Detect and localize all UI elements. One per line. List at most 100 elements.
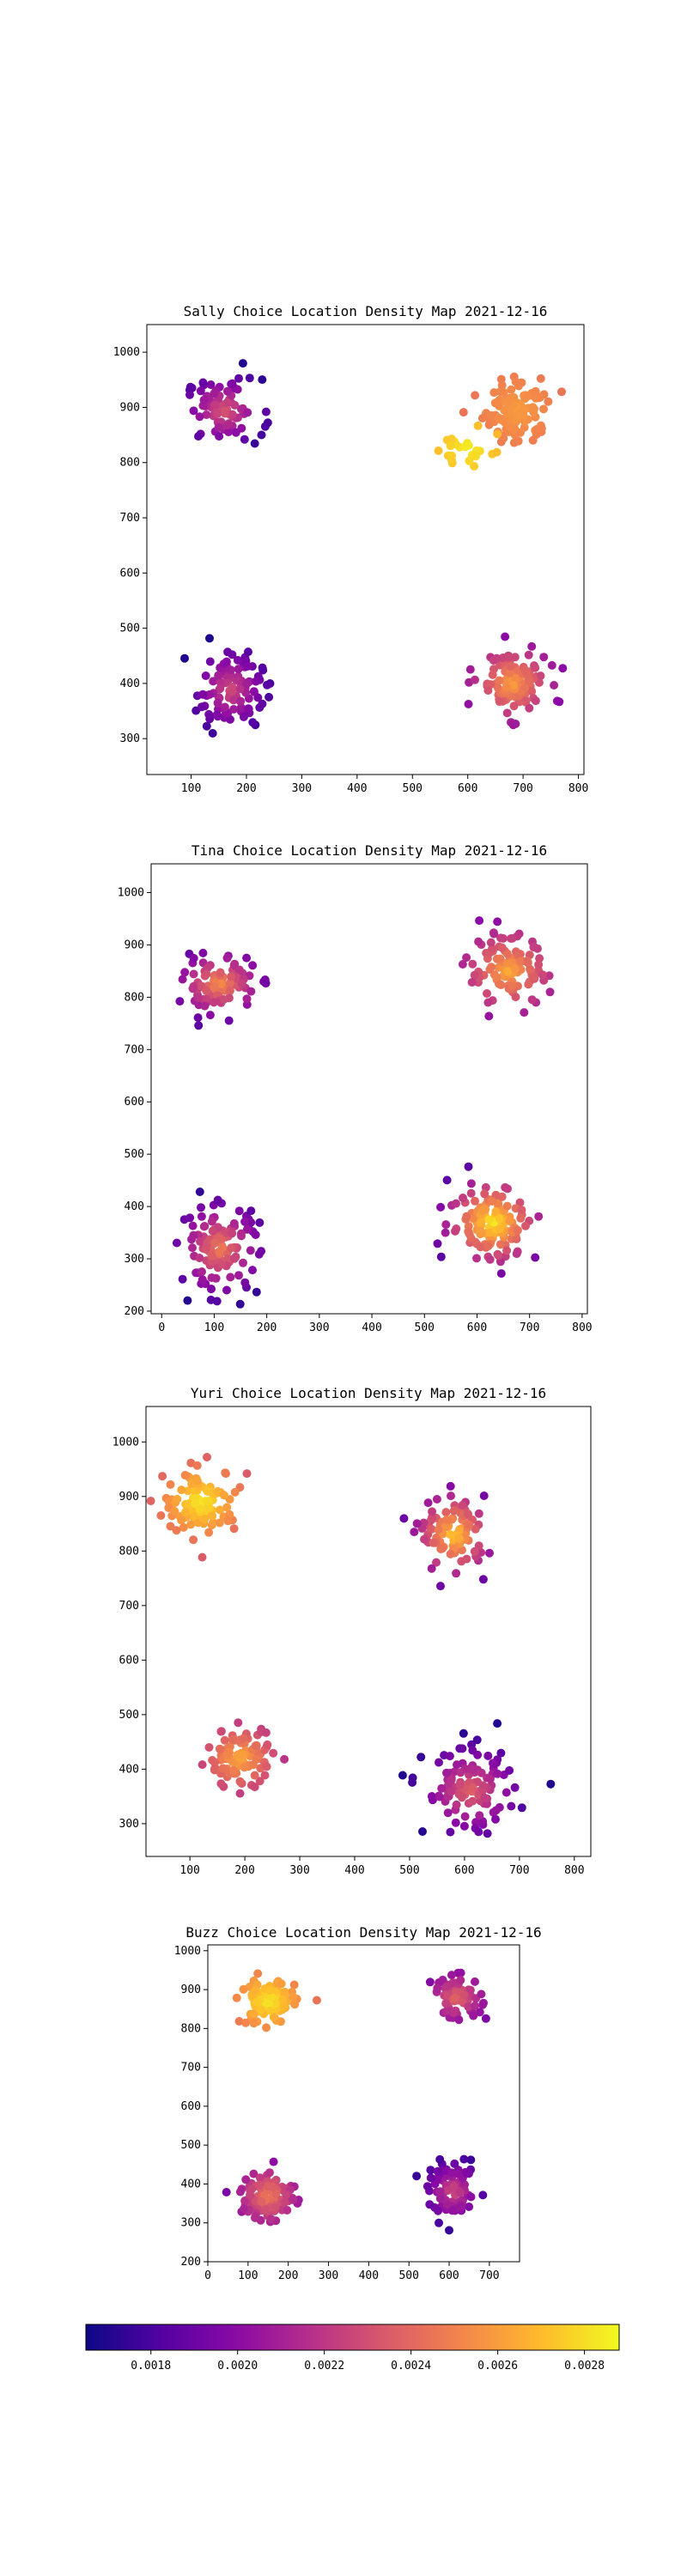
scatter-point — [498, 933, 508, 943]
scatter-point — [426, 2166, 435, 2175]
scatter-point — [497, 943, 507, 952]
x-tick-label: 300 — [289, 1864, 309, 1877]
scatter-point — [503, 653, 513, 662]
x-tick-label: 600 — [467, 1321, 487, 1334]
scatter-point — [264, 2000, 274, 2009]
scatter-point — [203, 1487, 212, 1497]
scatter-point — [451, 1818, 460, 1827]
scatter-point — [480, 1189, 489, 1199]
scatter-point — [200, 1515, 210, 1524]
scatter-point — [250, 1771, 259, 1780]
scatter-point — [437, 1783, 447, 1793]
scatter-point — [233, 385, 242, 394]
scatter-point — [265, 2006, 275, 2015]
scatter-point — [227, 687, 236, 696]
scatter-point — [471, 2001, 479, 2010]
scatter-point — [210, 998, 219, 1007]
y-tick-label: 600 — [119, 1654, 139, 1667]
scatter-point — [222, 953, 232, 963]
y-tick-label: 300 — [119, 1818, 139, 1831]
scatter-point — [447, 2206, 457, 2215]
scatter-point — [261, 2205, 271, 2215]
scatter-point — [471, 1196, 479, 1206]
scatter-point — [483, 998, 493, 1007]
scatter-point — [252, 677, 260, 686]
scatter-point — [435, 2187, 445, 2196]
scatter-point — [239, 1258, 247, 1267]
scatter-point — [450, 1993, 459, 2002]
x-tick-label: 500 — [415, 1321, 435, 1334]
scatter-point — [523, 392, 532, 401]
scatter-point — [166, 1522, 175, 1531]
scatter-point — [156, 1511, 166, 1520]
scatter-point — [146, 1497, 155, 1505]
scatter-point — [483, 1751, 493, 1760]
scatter-point — [466, 2155, 476, 2165]
scatter-point — [544, 397, 553, 406]
scatter-point — [521, 1221, 530, 1230]
scatter-point — [510, 653, 520, 662]
scatter-point — [248, 718, 258, 727]
scatter-point — [508, 681, 518, 690]
scatter-point — [210, 389, 219, 398]
scatter-point — [425, 2200, 435, 2209]
scatter-point — [261, 1728, 271, 1737]
scatter-point — [230, 1487, 240, 1497]
scatter-point — [453, 1968, 463, 1978]
scatter-point — [483, 686, 493, 696]
scatter-point — [237, 423, 246, 433]
scatter-point — [202, 986, 211, 995]
scatter-point — [290, 2000, 300, 2009]
scatter-point — [186, 1520, 196, 1529]
scatter-point — [508, 933, 517, 943]
axes-frame — [146, 324, 585, 775]
scatter-point — [484, 1215, 494, 1224]
scatter-point — [493, 399, 502, 409]
scatter-point — [271, 2189, 281, 2198]
scatter-point — [474, 1509, 483, 1518]
scatter-point — [215, 1744, 224, 1753]
scatter-point — [283, 2206, 292, 2215]
scatter-point — [229, 1218, 239, 1228]
scatter-point — [531, 663, 540, 672]
y-tick-label: 300 — [125, 1253, 144, 1266]
scatter-point — [478, 1781, 488, 1790]
scatter-point — [251, 1741, 260, 1751]
scatter-point — [197, 1212, 206, 1221]
scatter-point — [234, 374, 243, 383]
scatter-point — [433, 1239, 442, 1249]
scatter-point — [243, 408, 252, 417]
x-tick-label: 0 — [158, 1321, 165, 1334]
x-tick-label: 400 — [362, 1321, 381, 1334]
scatter-point — [237, 979, 246, 988]
scatter-point — [456, 2188, 465, 2197]
scatter-point — [170, 1507, 179, 1516]
scatter-point — [183, 1486, 192, 1496]
scatter-point — [509, 392, 519, 402]
scatter-point — [445, 2226, 453, 2235]
scatter-point — [241, 679, 251, 689]
colorbar-tick-label: 0.0024 — [391, 2360, 431, 2372]
scatter-point — [511, 720, 520, 728]
scatter-point — [183, 1296, 192, 1305]
scatter-point — [454, 1534, 464, 1542]
x-tick-label: 700 — [479, 2269, 499, 2282]
chart-title: Sally Choice Location Density Map 2021-1… — [184, 303, 548, 319]
scatter-point — [514, 436, 523, 446]
scatter-point — [205, 657, 215, 666]
scatter-point — [235, 2187, 245, 2196]
scatter-point — [212, 1297, 222, 1306]
scatter-point — [261, 407, 271, 416]
scatter-point — [207, 1251, 216, 1261]
scatter-point — [442, 2200, 452, 2209]
y-tick-label: 400 — [181, 2178, 201, 2190]
scatter-point — [467, 978, 477, 987]
x-tick-label: 300 — [292, 782, 312, 795]
scatter-point — [441, 1220, 451, 1230]
x-tick-label: 600 — [458, 782, 477, 795]
scatter-point — [557, 387, 566, 397]
scatter-point — [260, 1771, 270, 1780]
scatter-point — [410, 1528, 419, 1537]
scatter-point — [435, 2154, 445, 2164]
scatter-point — [496, 1748, 506, 1758]
